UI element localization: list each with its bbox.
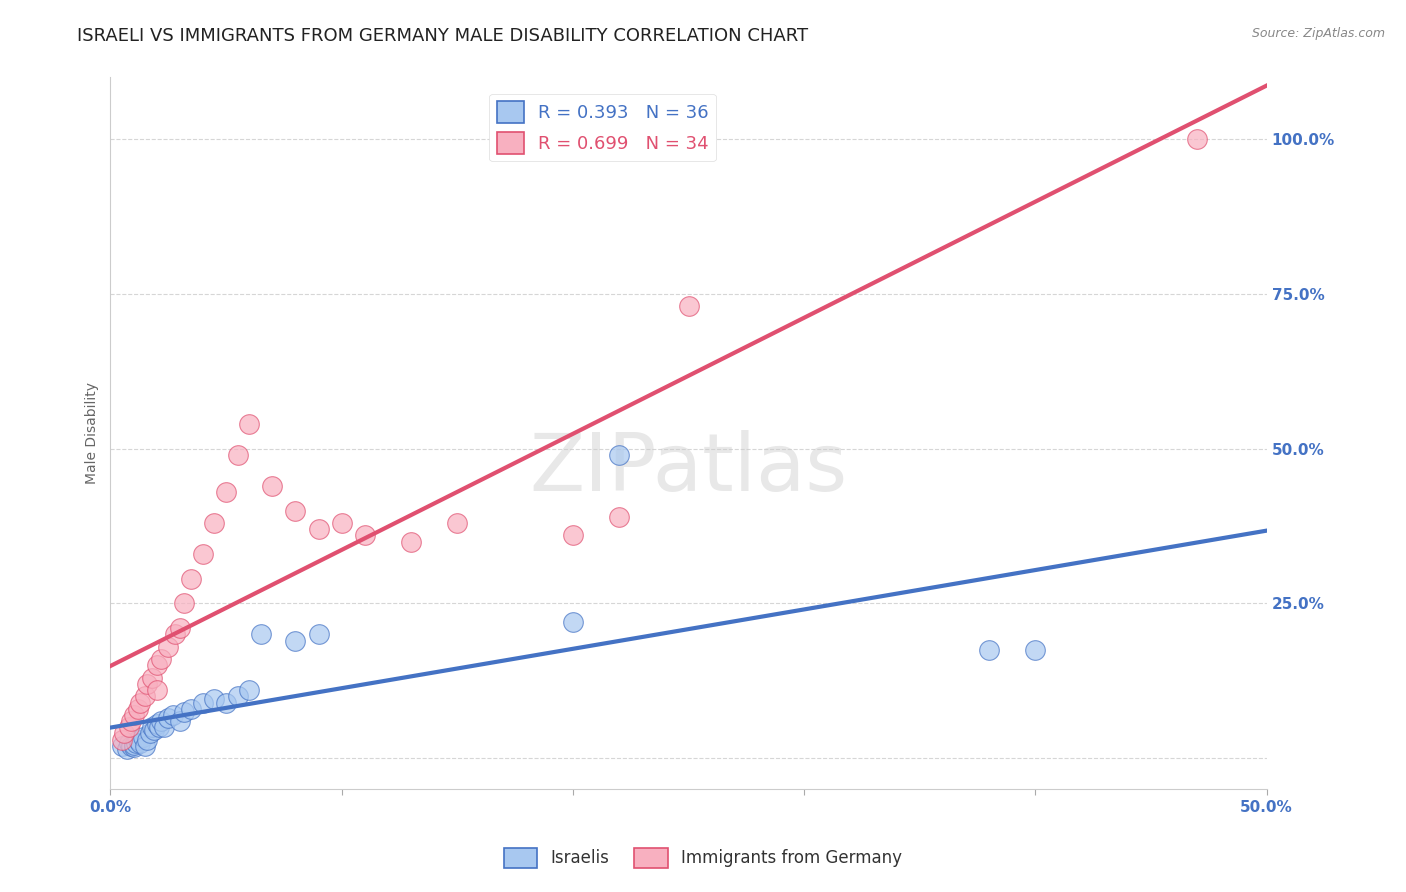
Y-axis label: Male Disability: Male Disability <box>86 383 100 484</box>
Legend: Israelis, Immigrants from Germany: Israelis, Immigrants from Germany <box>498 841 908 875</box>
Point <box>607 509 630 524</box>
Point <box>399 534 422 549</box>
Point <box>115 742 138 756</box>
Point <box>129 696 152 710</box>
Point <box>215 485 238 500</box>
Point <box>1024 643 1046 657</box>
Text: Source: ZipAtlas.com: Source: ZipAtlas.com <box>1251 27 1385 40</box>
Point <box>169 621 191 635</box>
Point <box>979 643 1001 657</box>
Legend: R = 0.393   N = 36, R = 0.699   N = 34: R = 0.393 N = 36, R = 0.699 N = 34 <box>489 94 716 161</box>
Point <box>173 597 195 611</box>
Point <box>141 671 163 685</box>
Point <box>145 717 167 731</box>
Point <box>284 503 307 517</box>
Point <box>125 736 148 750</box>
Text: ISRAELI VS IMMIGRANTS FROM GERMANY MALE DISABILITY CORRELATION CHART: ISRAELI VS IMMIGRANTS FROM GERMANY MALE … <box>77 27 808 45</box>
Point <box>165 627 187 641</box>
Point <box>204 516 226 530</box>
Point <box>122 740 145 755</box>
Text: ZIPatlas: ZIPatlas <box>530 430 848 508</box>
Point <box>157 640 180 654</box>
Point <box>284 633 307 648</box>
Point <box>148 720 170 734</box>
Point <box>249 627 271 641</box>
Point <box>118 720 141 734</box>
Point <box>122 707 145 722</box>
Point <box>353 528 375 542</box>
Point <box>561 528 583 542</box>
Point <box>180 572 202 586</box>
Point <box>162 707 184 722</box>
Point <box>152 720 174 734</box>
Point <box>145 658 167 673</box>
Point <box>127 701 149 715</box>
Point <box>561 615 583 629</box>
Point <box>150 652 173 666</box>
Point <box>215 696 238 710</box>
Point <box>132 730 155 744</box>
Point <box>238 417 260 431</box>
Point <box>127 732 149 747</box>
Point <box>173 705 195 719</box>
Point <box>169 714 191 728</box>
Point <box>308 522 330 536</box>
Point <box>118 736 141 750</box>
Point <box>308 627 330 641</box>
Point <box>180 701 202 715</box>
Point <box>330 516 353 530</box>
Point <box>446 516 468 530</box>
Point <box>150 714 173 728</box>
Point <box>136 732 159 747</box>
Point <box>120 739 142 753</box>
Point <box>141 720 163 734</box>
Point <box>112 726 135 740</box>
Point <box>678 300 700 314</box>
Point <box>226 690 249 704</box>
Point <box>262 479 284 493</box>
Point <box>226 448 249 462</box>
Point <box>1187 132 1209 146</box>
Point <box>191 696 214 710</box>
Point <box>145 683 167 698</box>
Point <box>129 736 152 750</box>
Point <box>122 738 145 752</box>
Point <box>238 683 260 698</box>
Point <box>191 547 214 561</box>
Point <box>157 711 180 725</box>
Point <box>204 692 226 706</box>
Point <box>120 714 142 728</box>
Point <box>111 732 134 747</box>
Point <box>134 739 156 753</box>
Point <box>111 739 134 753</box>
Point <box>607 448 630 462</box>
Point <box>143 723 166 738</box>
Point <box>138 726 160 740</box>
Point <box>134 690 156 704</box>
Point <box>136 677 159 691</box>
